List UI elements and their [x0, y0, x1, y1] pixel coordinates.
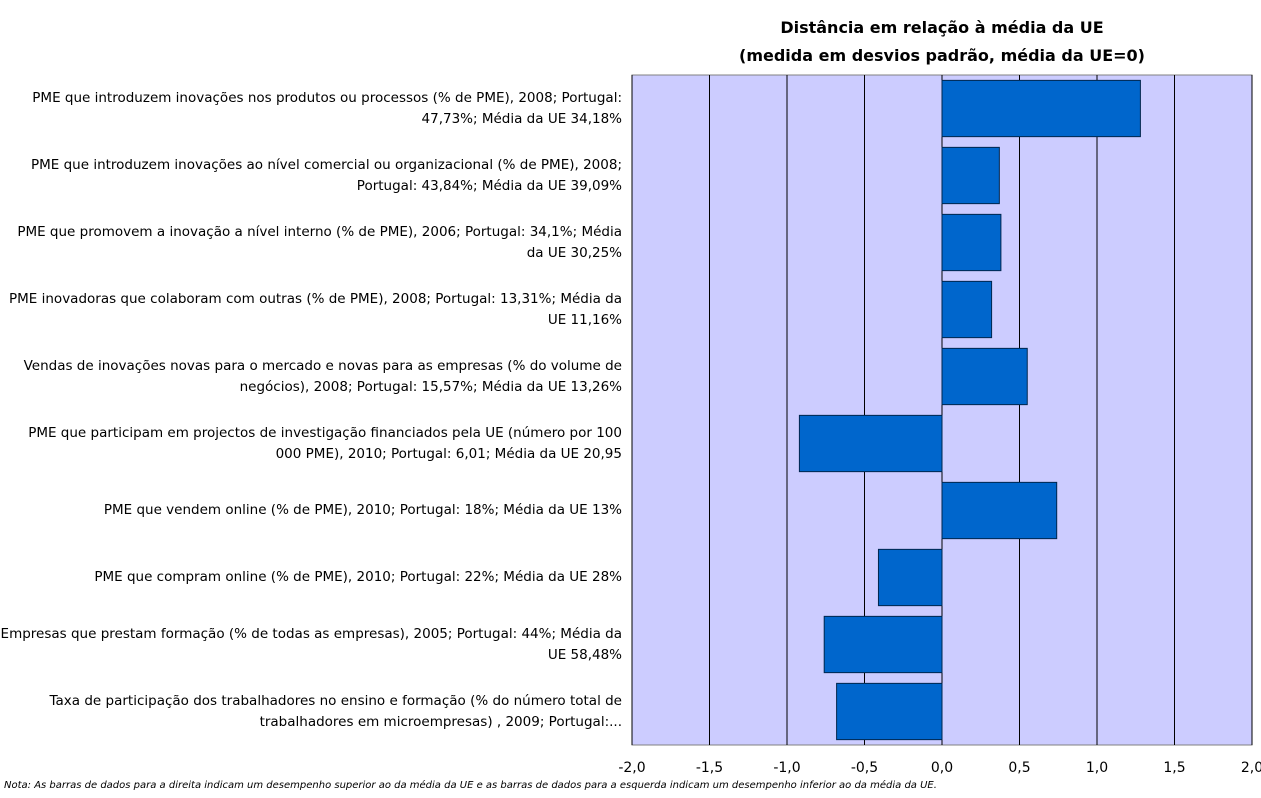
- chart-subtitle: (medida em desvios padrão, média da UE=0…: [739, 46, 1145, 65]
- category-label: PME inovadoras que colaboram com outras …: [9, 290, 622, 328]
- bar: [941, 481, 1058, 540]
- category-label: Vendas de inovações novas para o mercado…: [23, 357, 622, 395]
- category-label: PME que introduzem inovações ao nível co…: [30, 156, 622, 194]
- category-label: PME que introduzem inovações nos produto…: [32, 89, 622, 127]
- category-label: Empresas que prestam formação (% de toda…: [0, 625, 622, 663]
- bar: [798, 414, 943, 473]
- x-tick-label: 0,5: [1008, 760, 1030, 776]
- bar: [941, 213, 1002, 272]
- x-tick-label: 2,0: [1241, 760, 1261, 776]
- category-label: Taxa de participação dos trabalhadores n…: [49, 692, 622, 730]
- bar: [823, 615, 943, 674]
- bar: [941, 146, 1000, 205]
- x-tick-label: -2,0: [618, 760, 645, 776]
- x-tick-label: -1,5: [696, 760, 723, 776]
- bar: [836, 682, 943, 741]
- x-tick-label: 0,0: [931, 760, 953, 776]
- category-label: PME que promovem a inovação a nível inte…: [17, 223, 622, 261]
- note: Nota: As barras de dados para a direita …: [4, 780, 937, 791]
- bar: [941, 280, 993, 339]
- bar: [941, 347, 1028, 406]
- x-tick-label: -1,0: [773, 760, 800, 776]
- category-label: PME que compram online (% de PME), 2010;…: [94, 569, 622, 585]
- bar: [941, 79, 1141, 138]
- x-tick-label: 1,0: [1086, 760, 1108, 776]
- bar: [877, 548, 943, 607]
- chart-title: Distância em relação à média da UE: [780, 18, 1104, 37]
- x-tick-label: 1,5: [1163, 760, 1185, 776]
- x-tick-label: -0,5: [851, 760, 878, 776]
- category-label: PME que participam em projectos de inves…: [28, 424, 622, 462]
- category-label: PME que vendem online (% de PME), 2010; …: [103, 502, 622, 518]
